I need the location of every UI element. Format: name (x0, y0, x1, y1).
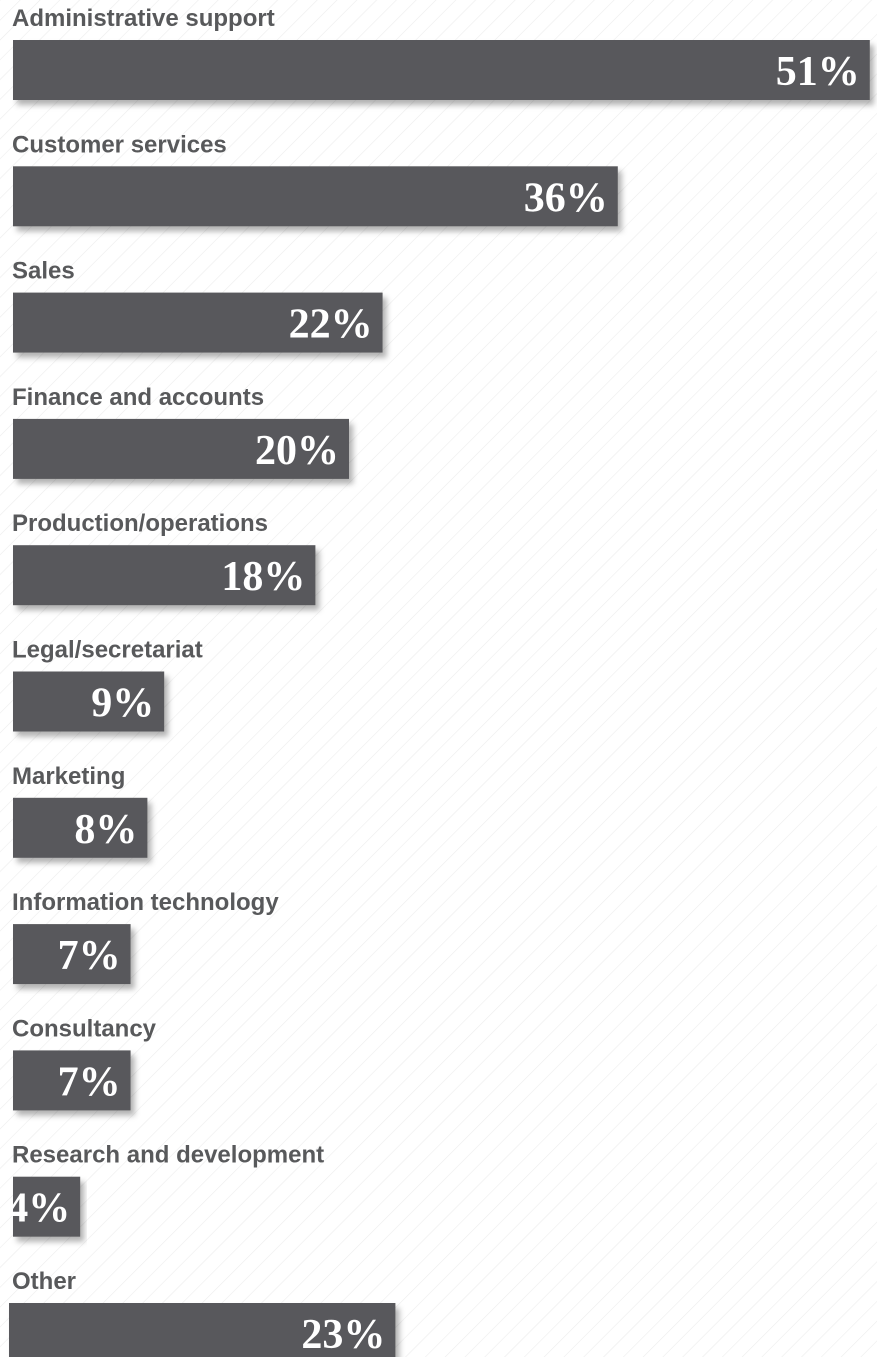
value-label: 20% (255, 428, 339, 474)
value-label: 51% (776, 49, 860, 95)
category-label: Research and development (12, 1142, 324, 1169)
bar (13, 797, 148, 858)
bar (9, 1303, 396, 1357)
value-label: 7% (58, 933, 121, 979)
category-label: Customer services (12, 131, 227, 158)
category-label: Consultancy (12, 1015, 157, 1042)
bar (13, 166, 618, 227)
bar (13, 545, 316, 606)
value-label: 9% (91, 681, 154, 727)
value-label: 22% (289, 302, 373, 348)
bar (13, 1176, 81, 1237)
bar (13, 418, 349, 479)
bar (13, 40, 870, 100)
category-label: Other (12, 1268, 76, 1295)
category-label: Production/operations (12, 510, 268, 537)
value-label: 23% (301, 1312, 385, 1357)
category-label: Information technology (12, 889, 279, 916)
category-label: Legal/secretariat (12, 637, 203, 664)
category-label: Sales (12, 258, 75, 285)
value-label: 8% (74, 807, 137, 853)
bar (13, 292, 383, 353)
value-label: 36% (524, 175, 608, 221)
bar (13, 1050, 131, 1111)
value-label: 18% (221, 554, 305, 600)
category-label: Finance and accounts (12, 384, 264, 411)
category-label: Administrative support (12, 5, 275, 32)
category-label: Marketing (12, 763, 125, 790)
bar (13, 924, 131, 985)
bar (13, 671, 165, 732)
value-label: 7% (58, 1059, 121, 1105)
value-label: 4% (7, 1186, 70, 1232)
